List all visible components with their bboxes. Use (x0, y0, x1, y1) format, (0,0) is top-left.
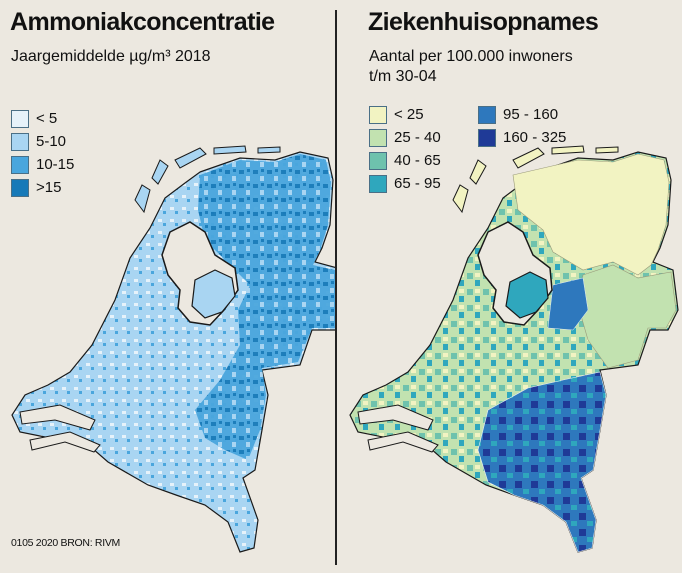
wadden-islands (134, 145, 281, 214)
hospital-subtitle-1: Aantal per 100.000 inwoners (369, 48, 573, 65)
central-high-region (547, 277, 589, 331)
panel-divider (335, 10, 337, 565)
legend-label: 95 - 160 (503, 106, 559, 123)
legend-label: < 25 (394, 106, 424, 123)
zeeland-water (357, 404, 439, 453)
ammonia-title: Ammoniakconcentratie (10, 8, 275, 36)
legend-label: < 5 (36, 110, 58, 127)
legend-label: >15 (36, 179, 62, 196)
legend-swatch-lt25 (369, 106, 387, 124)
ammonia-panel: Ammoniakconcentratie Jaargemiddelde µg/m… (0, 0, 335, 573)
hospital-panel: Ziekenhuisopnames Aantal per 100.000 inw… (338, 0, 682, 573)
ammonia-subtitle: Jaargemiddelde µg/m³ 2018 (11, 48, 211, 65)
ammonia-map (11, 145, 335, 553)
legend-label: 10-15 (36, 156, 75, 173)
legend-swatch-gt15 (11, 179, 29, 197)
hospital-subtitle-2: t/m 30-04 (369, 68, 437, 85)
hospital-map (349, 145, 679, 553)
legend-swatch-5-10 (11, 133, 29, 151)
legend-label: 65 - 95 (394, 175, 441, 192)
legend-swatch-10-15 (11, 156, 29, 174)
source-credit: 0105 2020 BRON: RIVM (11, 537, 120, 549)
legend-label: 160 - 325 (503, 129, 567, 146)
north-low-region (512, 153, 670, 276)
legend-swatch-40-65 (369, 152, 387, 170)
legend-label: 25 - 40 (394, 129, 441, 146)
zeeland-water (19, 404, 101, 453)
flevoland (505, 271, 549, 319)
south-high-region (477, 371, 607, 553)
legend-swatch-65-95 (369, 175, 387, 193)
wadden-islands (452, 145, 619, 214)
hospital-title: Ziekenhuisopnames (368, 8, 599, 36)
flevoland (191, 269, 236, 319)
ammonia-high-region (195, 154, 335, 460)
east-mid-region (577, 264, 677, 369)
legend-swatch-25-40 (369, 129, 387, 147)
legend-label: 40 - 65 (394, 152, 441, 169)
legend-swatch-95-160 (478, 106, 496, 124)
legend-label: 5-10 (36, 133, 67, 150)
legend-swatch-lt5 (11, 110, 29, 128)
legend-swatch-160-325 (478, 129, 496, 147)
